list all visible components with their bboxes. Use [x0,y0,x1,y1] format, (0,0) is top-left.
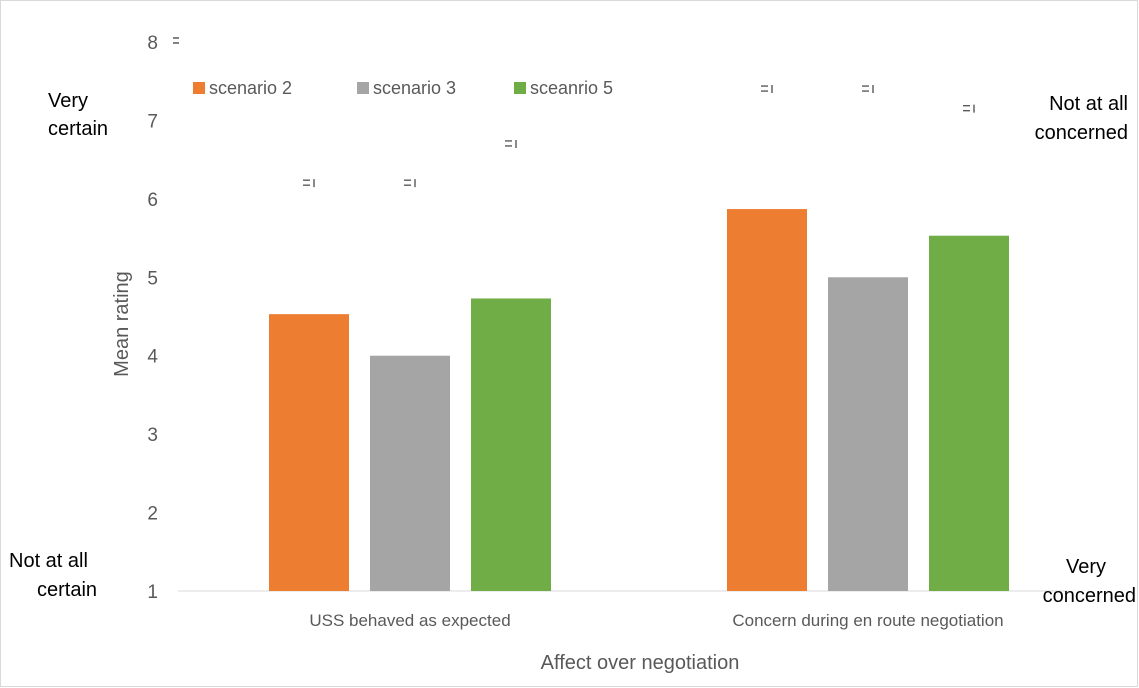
x-axis-title: Affect over negotiation [541,652,740,674]
legend: scenario 2 scenario 3 sceanrio 5 [193,78,613,98]
y-tick-label: 6 [147,190,158,211]
y-tick-label: 7 [147,111,158,132]
error-bar-cap [761,85,773,94]
y-tick-label: 8 [147,33,158,54]
annotation-right-bottom-line2: concerned [1043,585,1136,607]
category-labels: USS behaved as expected Concern during en… [309,611,1003,630]
y-tick-label: 5 [147,268,158,289]
y-tick-label: 4 [147,347,158,368]
legend-swatch [357,82,369,94]
annotation-right-bottom-line1: Very [1066,556,1106,578]
error-bar-cap [862,85,874,94]
bar [929,235,1009,591]
annotation-right-top-line1: Not at all [1049,93,1128,115]
legend-label: scenario 3 [373,78,456,98]
y-tick-label: 1 [147,582,158,603]
bar [471,298,551,591]
error-bars [173,37,975,188]
bar [727,209,807,591]
error-bar-cap [303,179,315,188]
bar [370,355,450,591]
axis-top-mark [173,37,179,44]
y-tick-label: 2 [147,504,158,525]
legend-label: scenario 2 [209,78,292,98]
error-bar-cap [963,104,975,113]
annotation-left-bottom-line1: Not at all [9,550,88,572]
legend-label: sceanrio 5 [530,78,613,98]
error-bar-cap [505,139,517,148]
y-tick-label: 3 [147,425,158,446]
legend-swatch [514,82,526,94]
bar [269,314,349,591]
bar [828,277,908,591]
category-label: Concern during en route negotiation [732,611,1003,630]
annotation-left-top-line1: Very [48,90,88,112]
annotation-right-top-line2: concerned [1035,122,1128,144]
annotation-left-top-line2: certain [48,118,108,140]
y-axis-ticks: 1 2 3 4 5 6 7 8 [147,33,158,603]
error-bar-cap [404,179,416,188]
y-axis-title: Mean rating [111,271,133,377]
annotation-left-bottom-line2: certain [37,579,97,601]
legend-swatch [193,82,205,94]
bars [269,209,1009,591]
category-label: USS behaved as expected [309,611,510,630]
